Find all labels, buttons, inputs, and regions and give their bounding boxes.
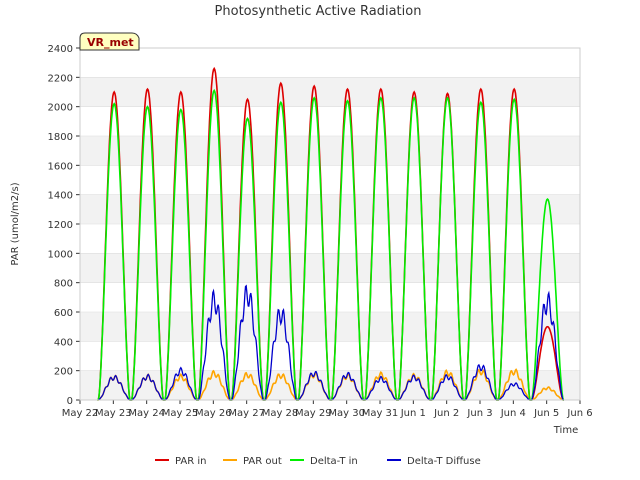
x-tick-label: May 24 [128,408,165,419]
chart-title: Photosynthetic Active Radiation [215,4,422,19]
x-tick-label: Jun 5 [533,408,559,419]
legend-label: PAR in [175,456,206,467]
y-tick-label: 200 [54,367,73,378]
station-label-box: VR_met [79,32,140,51]
y-tick-label: 1800 [48,132,73,143]
x-tick-label: May 22 [62,408,99,419]
plot-band [80,194,580,224]
plot-band [80,253,580,283]
plot-band [80,77,580,107]
x-tick-label: Jun 3 [466,408,492,419]
y-tick-label: 0 [67,396,73,407]
plot-band [80,341,580,371]
legend-label: PAR out [243,456,282,467]
x-tick-label: May 25 [162,408,199,419]
y-tick-label: 1200 [48,220,73,231]
y-tick-label: 400 [54,337,73,348]
x-tick-label: May 27 [228,408,265,419]
x-tick-label: Jun 1 [400,408,426,419]
y-tick-label: 2400 [48,44,73,55]
y-tick-label: 2000 [48,103,73,114]
station-label: VR_met [87,36,134,49]
x-tick-label: May 30 [328,408,365,419]
y-axis-label: PAR (umol/m2/s) [10,182,21,265]
y-axis-ticks: 0 200 400 600 800 1000 1200 1400 1600 1800 2000 220… [48,44,80,407]
plot-band [80,48,580,78]
plot-band [80,136,580,166]
plot-band [80,106,580,136]
x-axis-label: Time [553,425,578,436]
plot-band [80,224,580,254]
y-tick-label: 2200 [48,73,73,84]
legend-label: Delta-T Diffuse [407,456,481,467]
x-tick-label: May 31 [362,408,399,419]
plot-frame [79,47,581,401]
x-tick-label: May 23 [95,408,132,419]
x-tick-label: May 29 [295,408,332,419]
y-tick-label: 600 [54,308,73,319]
plot-background-bands [80,48,580,401]
legend: PAR in PAR out Delta-T in Delta-T Diffuse [155,456,481,467]
x-tick-label: Jun 6 [566,408,592,419]
y-tick-label: 800 [54,279,73,290]
x-tick-label: Jun 4 [500,408,526,419]
y-tick-label: 1400 [48,191,73,202]
x-tick-label: May 28 [262,408,299,419]
y-tick-label: 1600 [48,161,73,172]
y-tick-label: 1000 [48,249,73,260]
station-label-shape [79,32,140,51]
plot-band [80,165,580,195]
x-tick-label: May 26 [195,408,232,419]
x-tick-label: Jun 2 [433,408,459,419]
plot-band [80,282,580,312]
plot-band [80,312,580,342]
legend-label: Delta-T in [310,456,358,467]
